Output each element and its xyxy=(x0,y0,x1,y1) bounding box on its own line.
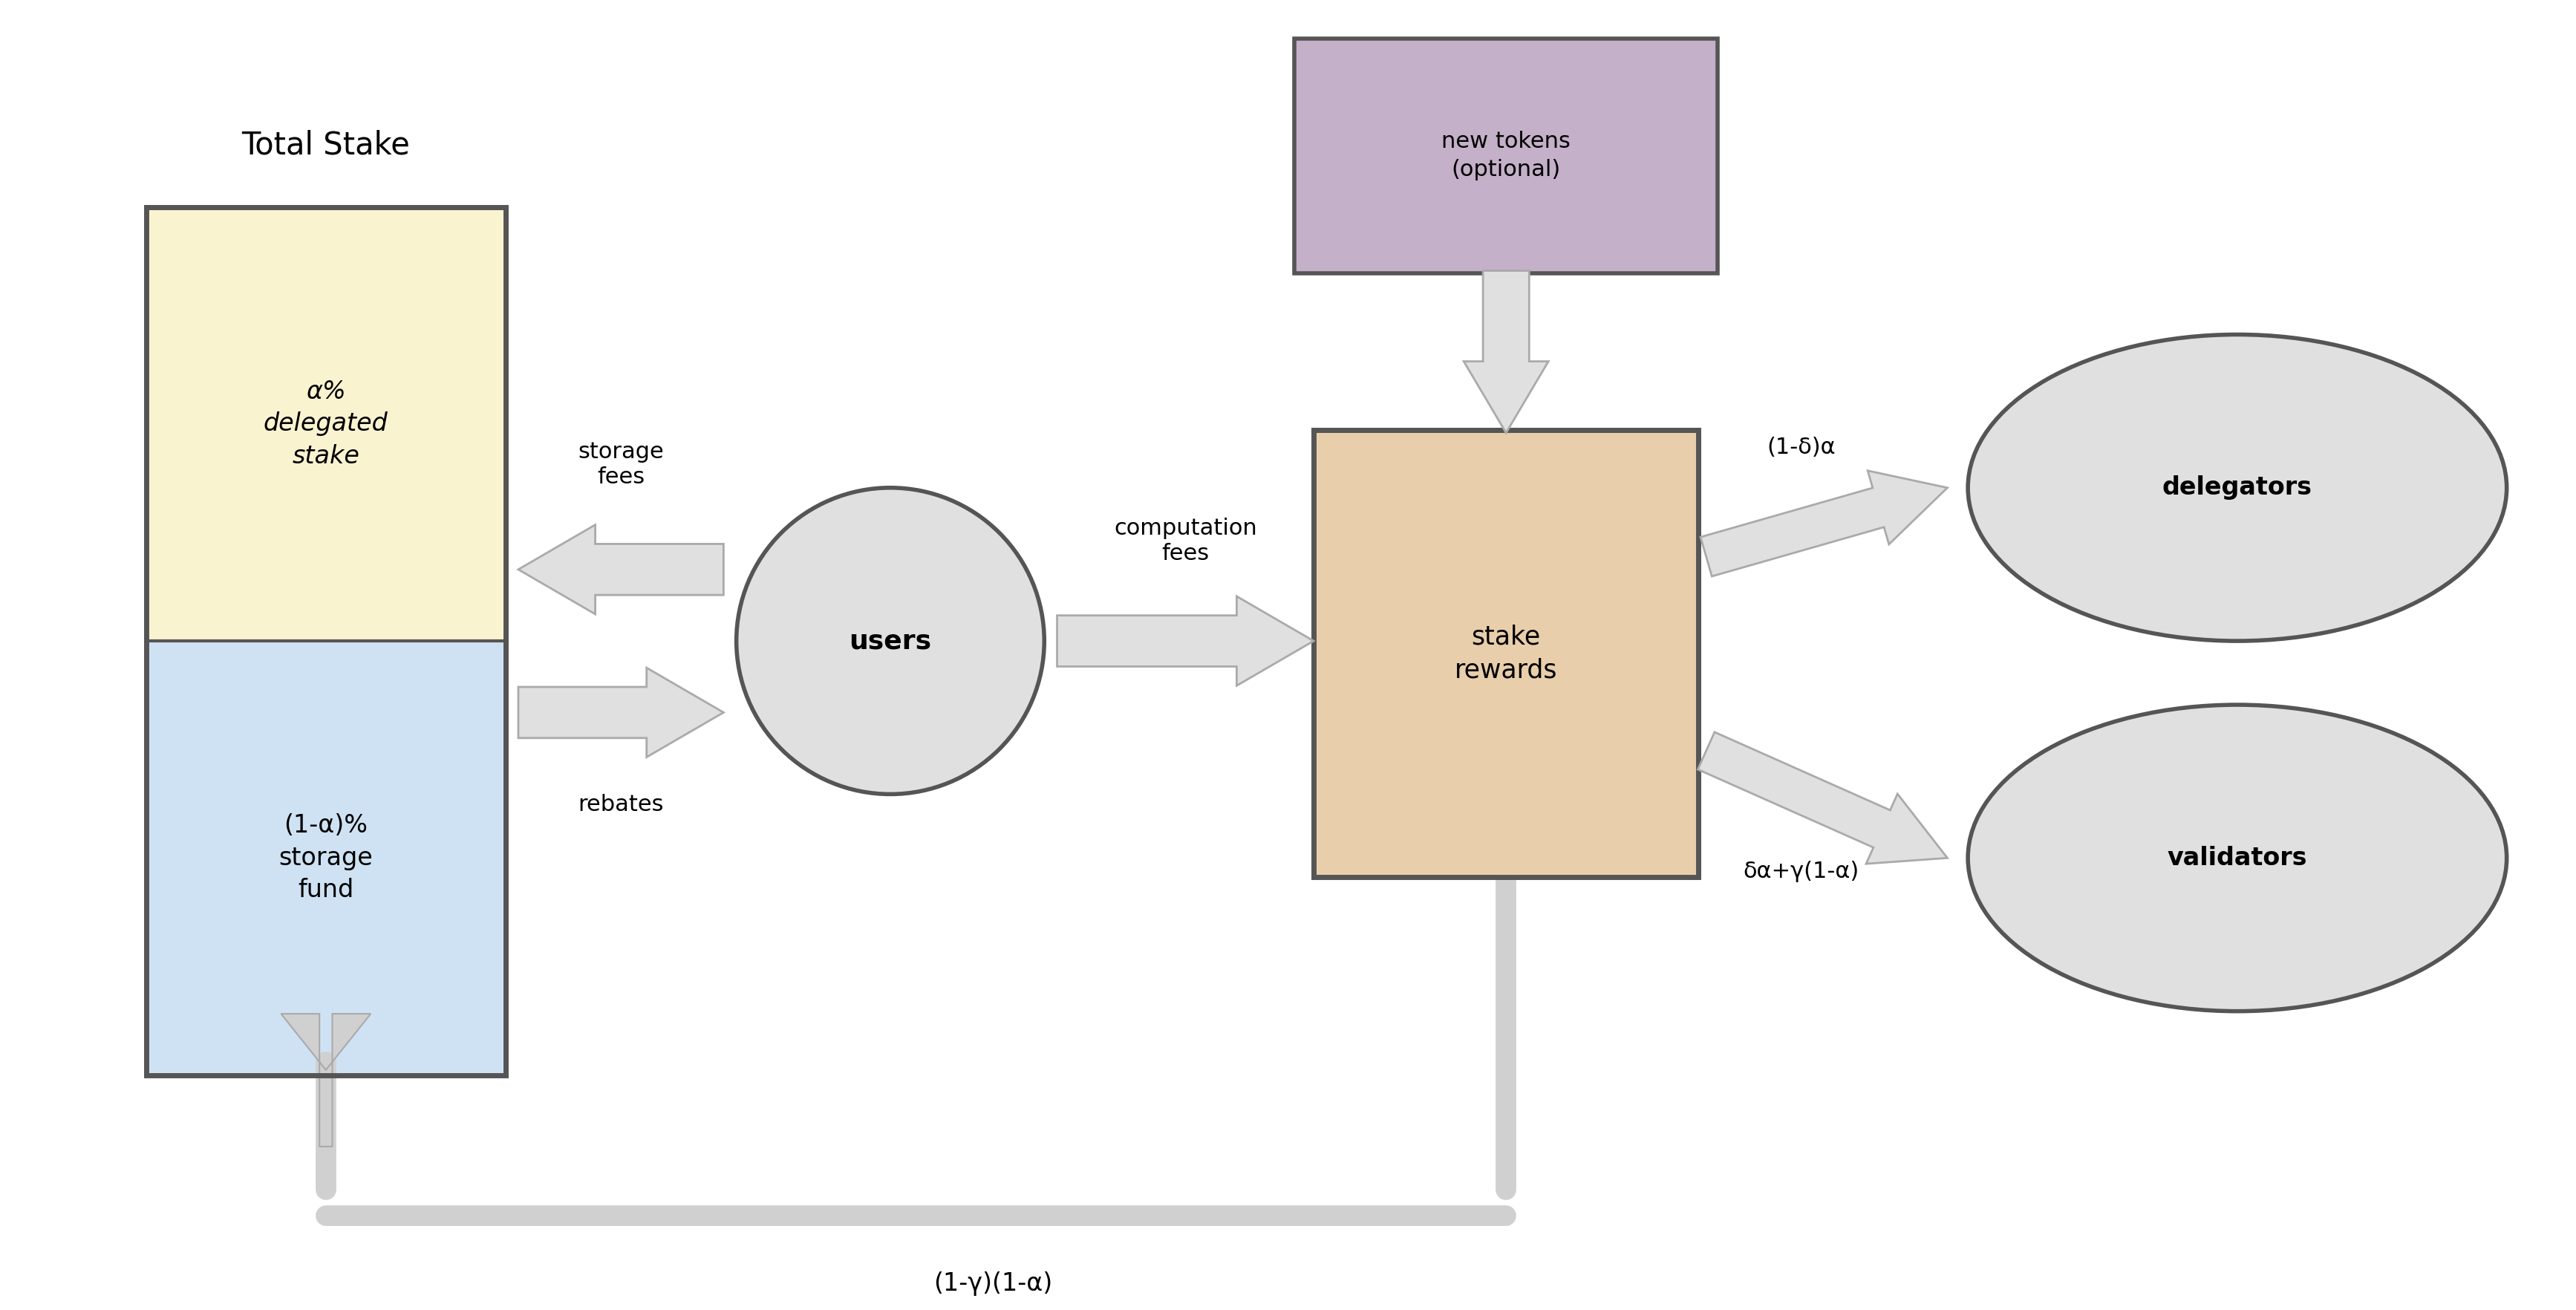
FancyBboxPatch shape xyxy=(1293,38,1718,274)
Polygon shape xyxy=(1463,271,1548,432)
Text: (1-α)%
storage
fund: (1-α)% storage fund xyxy=(278,814,374,903)
FancyBboxPatch shape xyxy=(1314,430,1698,878)
Polygon shape xyxy=(1056,596,1314,685)
Text: Total Stake: Total Stake xyxy=(242,130,410,161)
FancyBboxPatch shape xyxy=(147,641,505,1076)
Polygon shape xyxy=(1700,470,1947,576)
Polygon shape xyxy=(518,525,724,614)
Text: new tokens
(optional): new tokens (optional) xyxy=(1443,131,1571,181)
Text: rebates: rebates xyxy=(577,794,665,816)
Ellipse shape xyxy=(1968,705,2506,1011)
FancyBboxPatch shape xyxy=(147,207,505,641)
Text: δα+γ(1-α): δα+γ(1-α) xyxy=(1744,861,1860,882)
Polygon shape xyxy=(1698,732,1947,863)
Circle shape xyxy=(737,487,1043,794)
Text: stake
rewards: stake rewards xyxy=(1455,625,1558,683)
Text: (1-γ)(1-α): (1-γ)(1-α) xyxy=(933,1272,1054,1296)
Text: computation
fees: computation fees xyxy=(1113,517,1257,565)
Text: α%
delegated
stake: α% delegated stake xyxy=(263,380,389,469)
Text: delegators: delegators xyxy=(2161,476,2313,500)
Text: validators: validators xyxy=(2166,846,2308,870)
Polygon shape xyxy=(281,1014,371,1146)
Text: (1-δ)α: (1-δ)α xyxy=(1767,436,1837,458)
Text: users: users xyxy=(850,629,933,654)
Ellipse shape xyxy=(1968,334,2506,641)
Polygon shape xyxy=(518,668,724,757)
Text: storage
fees: storage fees xyxy=(577,441,665,487)
